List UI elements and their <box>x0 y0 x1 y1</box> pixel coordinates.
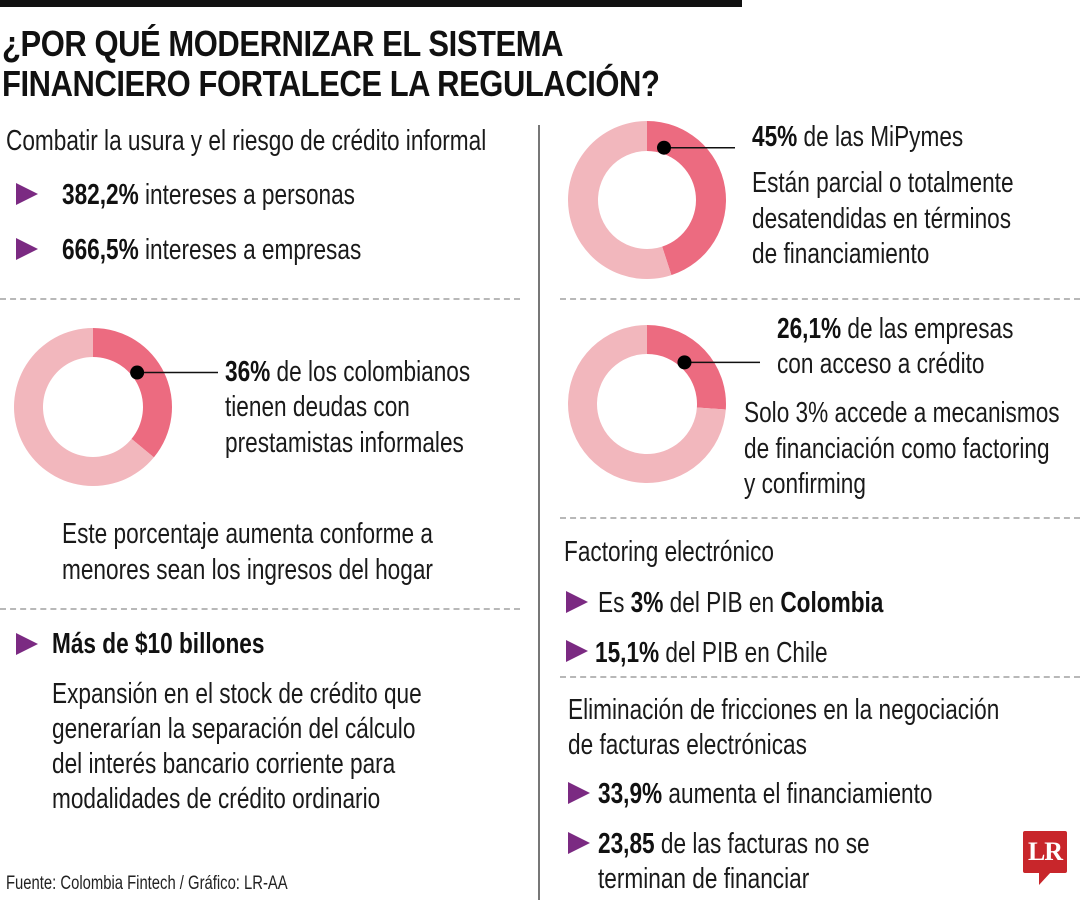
empresas-desc-3: y confirming <box>744 468 866 500</box>
billones-line-3: del interés bancario corriente para <box>52 748 396 780</box>
fricciones-item-1: 33,9% aumenta el financiamiento <box>598 777 932 811</box>
factoring-colombia-value: 3% <box>630 587 664 619</box>
billones-headline-text: Más de $10 billones <box>52 628 265 660</box>
informal-value: 36% <box>225 356 271 388</box>
usura-personas-text: intereses a personas <box>138 179 355 211</box>
usura-personas-value: 382,2% <box>62 179 139 211</box>
fricciones-item2-text: de las facturas no se <box>654 828 870 860</box>
source-footer: Fuente: Colombia Fintech / Gráfico: LR-A… <box>6 873 288 894</box>
empresas-desc-2: de financiación como factoring <box>744 433 1050 465</box>
mipymes-desc-3: de financiamiento <box>752 238 930 270</box>
fricciones-item1-text: aumenta el financiamiento <box>662 778 933 810</box>
billones-line-4: modalidades de crédito ordinario <box>52 783 381 815</box>
page-title: ¿POR QUÉ MODERNIZAR EL SISTEMA FINANCIER… <box>2 24 673 104</box>
title-line-1: ¿POR QUÉ MODERNIZAR EL SISTEMA <box>2 23 564 64</box>
factoring-chile-text: del PIB en Chile <box>659 637 828 669</box>
dashed-divider <box>0 298 520 300</box>
informal-note-line1: Este porcentaje aumenta conforme a <box>62 518 433 550</box>
empresas-value: 26,1% <box>777 313 842 345</box>
mipymes-line1-rest: de las MiPymes <box>797 121 964 153</box>
title-line-2: FINANCIERO FORTALECE LA REGULACIÓN? <box>2 63 660 104</box>
bullet-triangle-icon <box>568 832 590 854</box>
top-rule <box>0 0 742 7</box>
informal-note-line2: menores sean los ingresos del hogar <box>62 554 433 586</box>
informal-line3: prestamistas informales <box>225 427 464 459</box>
dashed-divider <box>0 608 520 610</box>
mipymes-desc-1: Están parcial o totalmente <box>752 167 1014 199</box>
billones-headline: Más de $10 billones <box>52 627 264 661</box>
donut-slice-remainder <box>568 325 726 483</box>
billones-line-1: Expansión en el stock de crédito que <box>52 678 422 710</box>
donut-chart-mipymes <box>568 121 735 279</box>
mipymes-value: 45% <box>752 121 798 153</box>
donut-slice-highlight <box>647 121 726 276</box>
donut-slice-highlight <box>93 328 173 458</box>
column-divider <box>538 125 540 900</box>
empresas-line2: con acceso a crédito <box>777 348 985 380</box>
fricciones-item1-value: 33,9% <box>598 778 663 810</box>
fricciones-item-2: 23,85 de las facturas no se <box>598 827 870 861</box>
leader-dot <box>656 140 671 155</box>
factoring-heading: Factoring electrónico <box>564 536 774 568</box>
usura-empresas-text: intereses a empresas <box>138 234 362 266</box>
bullet-triangle-icon <box>16 238 38 260</box>
factoring-chile-value: 15,1% <box>595 637 660 669</box>
informal-line1-rest: de los colombianos <box>270 356 471 388</box>
informal-line2: tienen deudas con <box>225 391 410 423</box>
donut-chart-informal <box>13 328 218 486</box>
usura-heading: Combatir la usura y el riesgo de crédito… <box>6 125 487 157</box>
empresas-line1: 26,1% de las empresas <box>777 312 1013 346</box>
donut-slice-remainder <box>568 121 672 279</box>
usura-empresas-value: 666,5% <box>62 234 139 266</box>
lr-logo: LR <box>1023 831 1067 873</box>
bullet-triangle-icon <box>568 782 590 804</box>
factoring-colombia-country: Colombia <box>780 587 884 619</box>
factoring-colombia-mid: del PIB en <box>663 587 781 619</box>
usura-item-personas: 382,2% intereses a personas <box>62 178 355 212</box>
bullet-triangle-icon <box>16 183 38 205</box>
bullet-triangle-icon <box>566 591 588 613</box>
empresas-line1-rest: de las empresas <box>841 313 1014 345</box>
donut-chart-empresas <box>568 325 760 483</box>
fricciones-item-2-line2: terminan de financiar <box>598 863 810 895</box>
lr-logo-tail <box>1039 872 1051 885</box>
bullet-triangle-icon <box>566 640 588 662</box>
empresas-desc-1: Solo 3% accede a mecanismos <box>744 397 1060 429</box>
fricciones-heading-2: de facturas electrónicas <box>568 729 807 761</box>
mipymes-line1: 45% de las MiPymes <box>752 120 963 154</box>
dashed-divider <box>560 676 1080 678</box>
factoring-colombia-pre: Es <box>598 587 631 619</box>
usura-item-empresas: 666,5% intereses a empresas <box>62 233 361 267</box>
fricciones-item2-value: 23,85 <box>598 828 655 860</box>
leader-dot <box>677 355 692 370</box>
dashed-divider <box>560 517 1080 519</box>
donut-slice-remainder <box>13 328 154 486</box>
informal-line1: 36% de los colombianos <box>225 355 470 389</box>
fricciones-heading-1: Eliminación de fricciones en la negociac… <box>568 694 1000 726</box>
billones-line-2: generarían la separación del cálculo <box>52 713 416 745</box>
bullet-triangle-icon <box>16 633 38 655</box>
factoring-colombia: Es 3% del PIB en Colombia <box>598 586 883 620</box>
dashed-divider <box>560 298 1080 300</box>
mipymes-desc-2: desatendidas en términos <box>752 203 1012 235</box>
leader-dot <box>130 365 145 380</box>
factoring-chile: 15,1% del PIB en Chile <box>595 636 828 670</box>
